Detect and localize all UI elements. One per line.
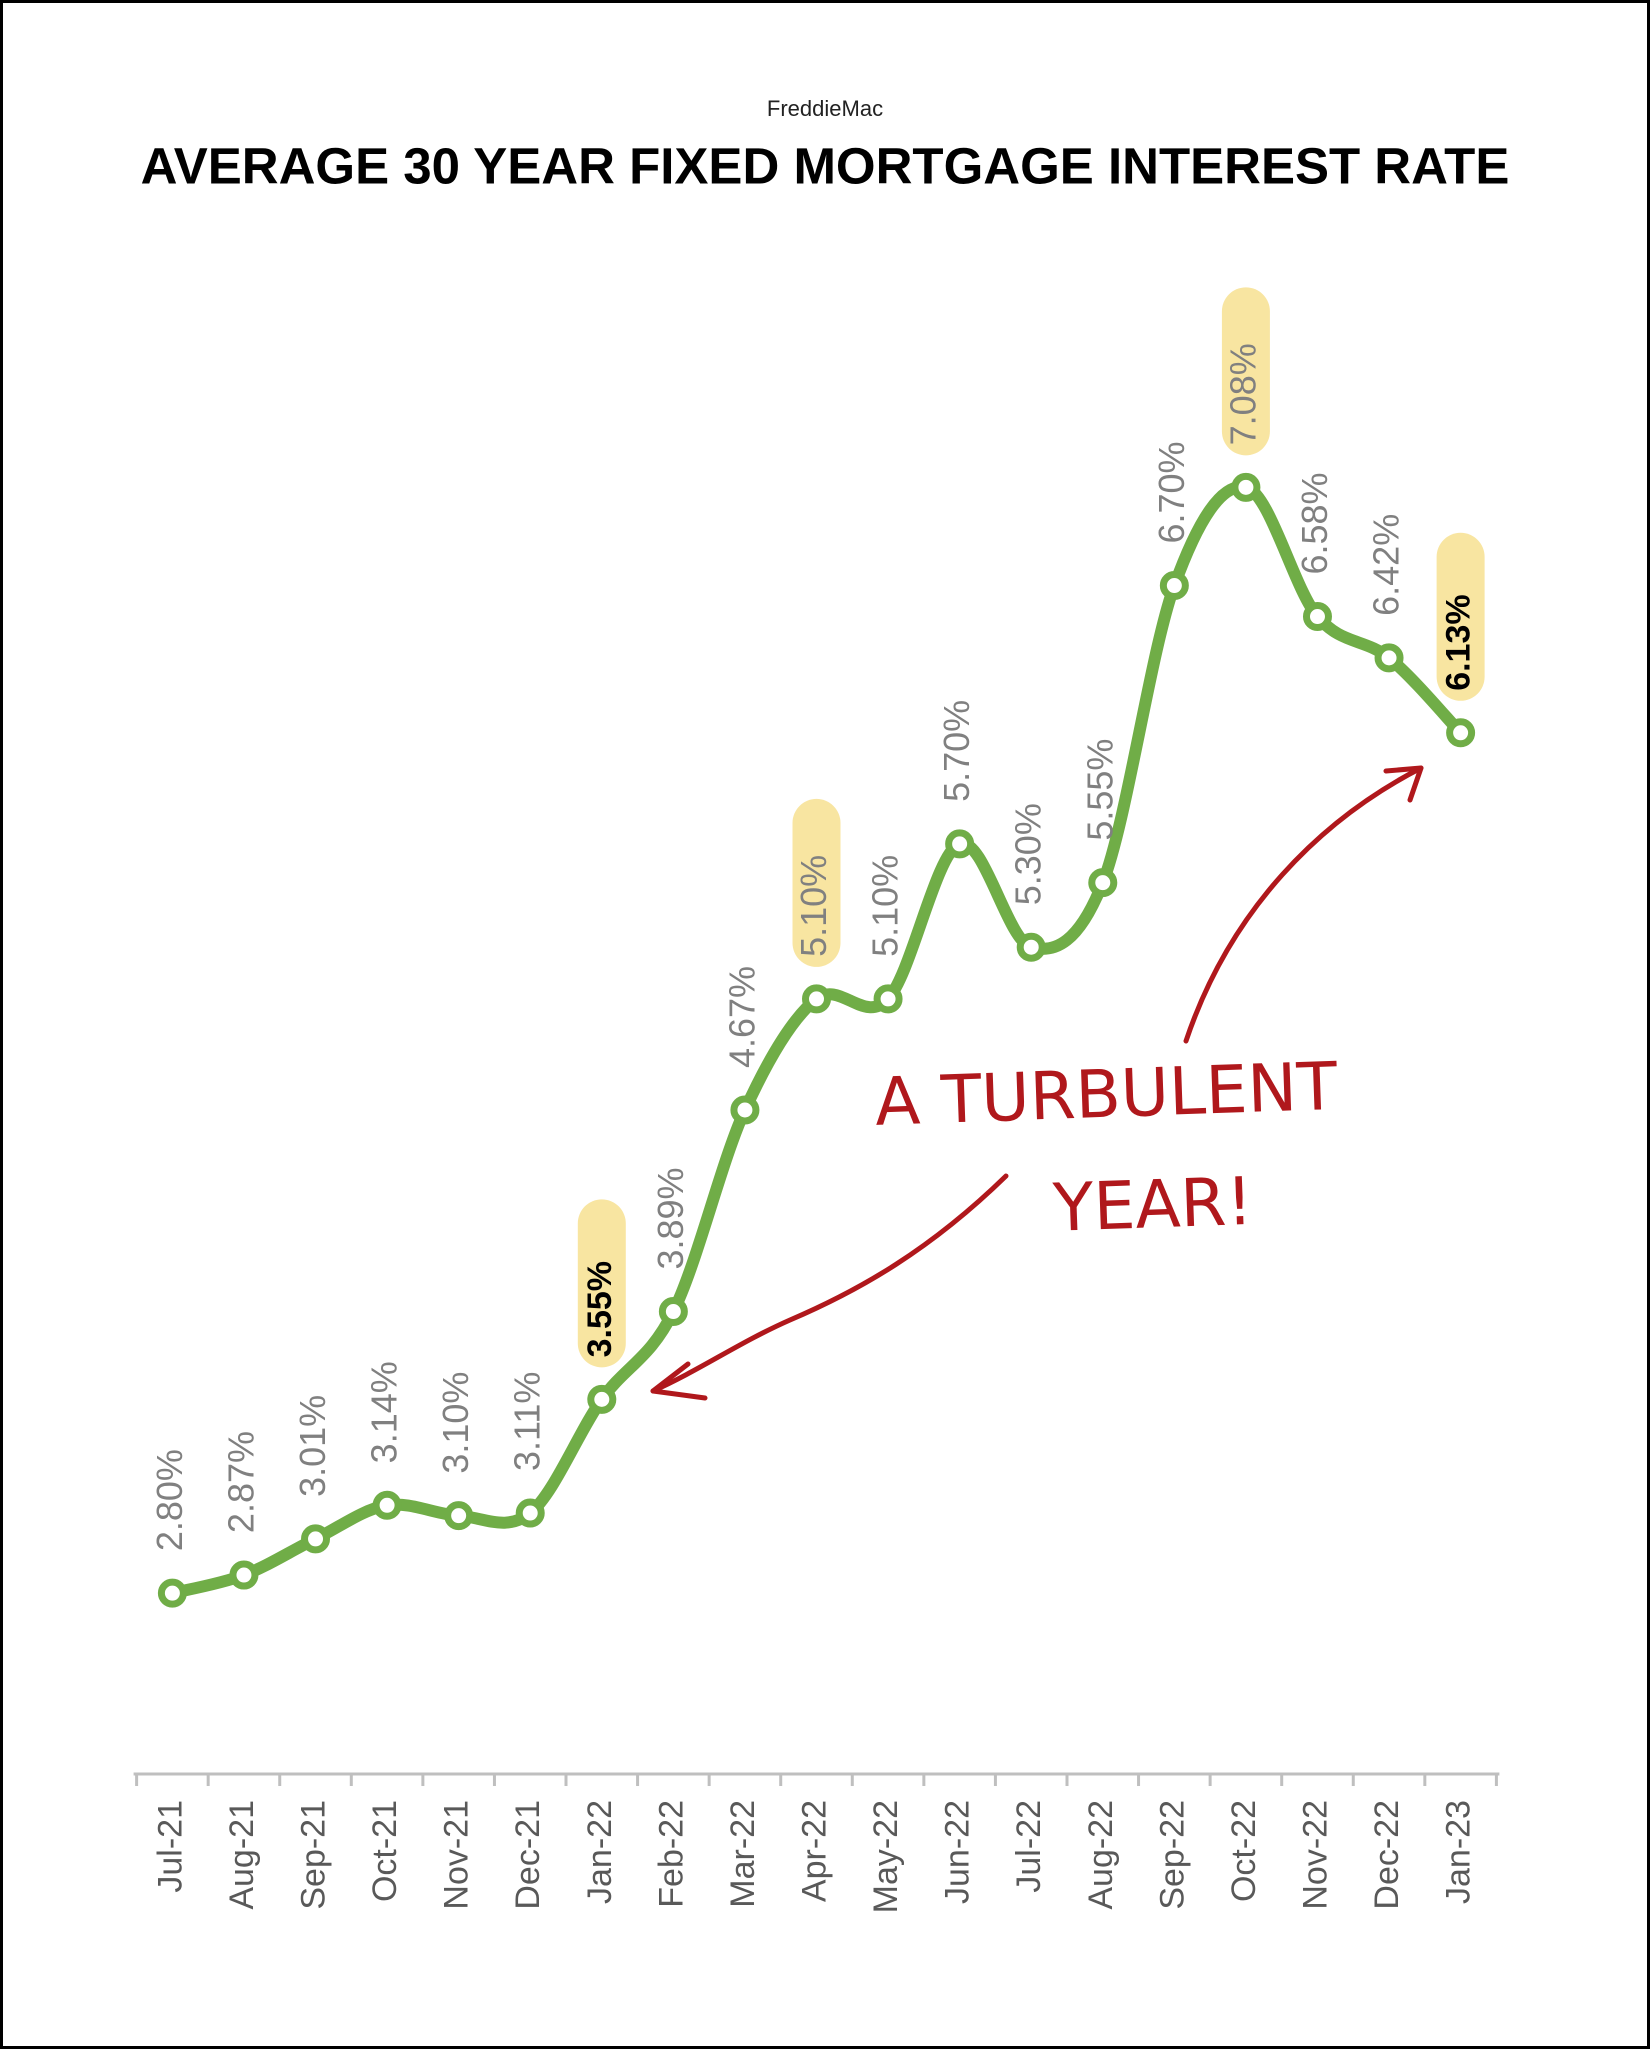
- x-tick-label: Jul-22: [1010, 1800, 1048, 1893]
- point: [1016, 932, 1046, 962]
- annotation: A TURBULENT: [874, 1048, 1339, 1141]
- point: [157, 1578, 187, 1608]
- point: [873, 984, 903, 1014]
- x-tick-label: Sep-22: [1153, 1800, 1191, 1910]
- point: [515, 1498, 545, 1528]
- data-label: 4.67%: [721, 966, 762, 1068]
- data-label: 6.58%: [1294, 472, 1335, 574]
- arrow: [1183, 765, 1424, 1044]
- data-label: 6.70%: [1151, 441, 1192, 543]
- chart-subtitle: FreddieMac: [767, 96, 883, 121]
- point: [587, 1384, 617, 1414]
- data-label: 5.30%: [1008, 803, 1049, 905]
- point: [229, 1560, 259, 1590]
- arrow-head: [650, 1361, 708, 1401]
- data-label: 5.10%: [793, 855, 834, 957]
- point: [945, 829, 975, 859]
- label-highlight: [577, 1199, 626, 1368]
- data-label: 7.08%: [1222, 343, 1263, 445]
- data-label: 3.11%: [507, 1372, 548, 1471]
- data-label: 2.87%: [220, 1431, 261, 1533]
- x-tick-label: Dec-21: [509, 1800, 547, 1910]
- x-tick-label: Feb-22: [652, 1800, 690, 1908]
- data-label: 3.55%: [581, 1261, 619, 1357]
- x-tick-label: Dec-22: [1368, 1800, 1406, 1910]
- annotation-arrows: [650, 765, 1424, 1401]
- data-label: 5.55%: [1079, 739, 1120, 841]
- x-tick-label: Aug-21: [223, 1800, 261, 1910]
- x-tick-label: Jan-23: [1440, 1800, 1478, 1904]
- point: [1374, 643, 1404, 673]
- data-label: 3.14%: [364, 1361, 405, 1463]
- data-label: 6.42%: [1366, 514, 1407, 616]
- x-tick-label: Sep-21: [295, 1800, 333, 1910]
- arrow: [650, 1173, 1009, 1394]
- point: [730, 1095, 760, 1125]
- data-label: 3.01%: [292, 1395, 333, 1497]
- point: [1446, 718, 1476, 748]
- point: [1231, 472, 1261, 502]
- point: [1159, 571, 1189, 601]
- point: [372, 1490, 402, 1520]
- arrow-head: [1383, 765, 1424, 803]
- point: [1302, 602, 1332, 632]
- x-tick-label: May-22: [867, 1800, 905, 1913]
- data-label: 6.13%: [1440, 594, 1478, 690]
- point: [802, 984, 831, 1014]
- chart-title: AVERAGE 30 YEAR FIXED MORTGAGE INTEREST …: [141, 137, 1510, 194]
- point: [658, 1297, 688, 1327]
- point: [444, 1501, 474, 1531]
- data-label: 2.80%: [149, 1449, 190, 1551]
- data-label: 3.10%: [435, 1372, 476, 1474]
- x-tick-label: Oct-21: [366, 1800, 404, 1902]
- x-tick-label: Mar-22: [724, 1800, 762, 1908]
- x-tick-label: Aug-22: [1082, 1800, 1120, 1910]
- x-tick-label: Jun-22: [939, 1800, 977, 1904]
- data-label: 5.70%: [936, 700, 977, 802]
- point: [1088, 868, 1118, 898]
- data-label: 5.10%: [865, 855, 906, 957]
- x-tick-label: Jan-22: [581, 1800, 619, 1904]
- x-tick-label: Jul-21: [151, 1800, 189, 1893]
- label-highlight: [1221, 287, 1270, 456]
- annotation: YEAR!: [1051, 1163, 1254, 1247]
- x-tick-label: Oct-22: [1225, 1800, 1263, 1902]
- point: [301, 1524, 331, 1554]
- label-highlight: [1436, 532, 1485, 701]
- label-highlight: [792, 798, 841, 967]
- x-tick-label: Apr-22: [795, 1800, 833, 1902]
- x-tick-label: Nov-22: [1296, 1800, 1334, 1910]
- x-tick-label: Nov-21: [438, 1800, 476, 1910]
- data-label: 3.89%: [650, 1167, 691, 1269]
